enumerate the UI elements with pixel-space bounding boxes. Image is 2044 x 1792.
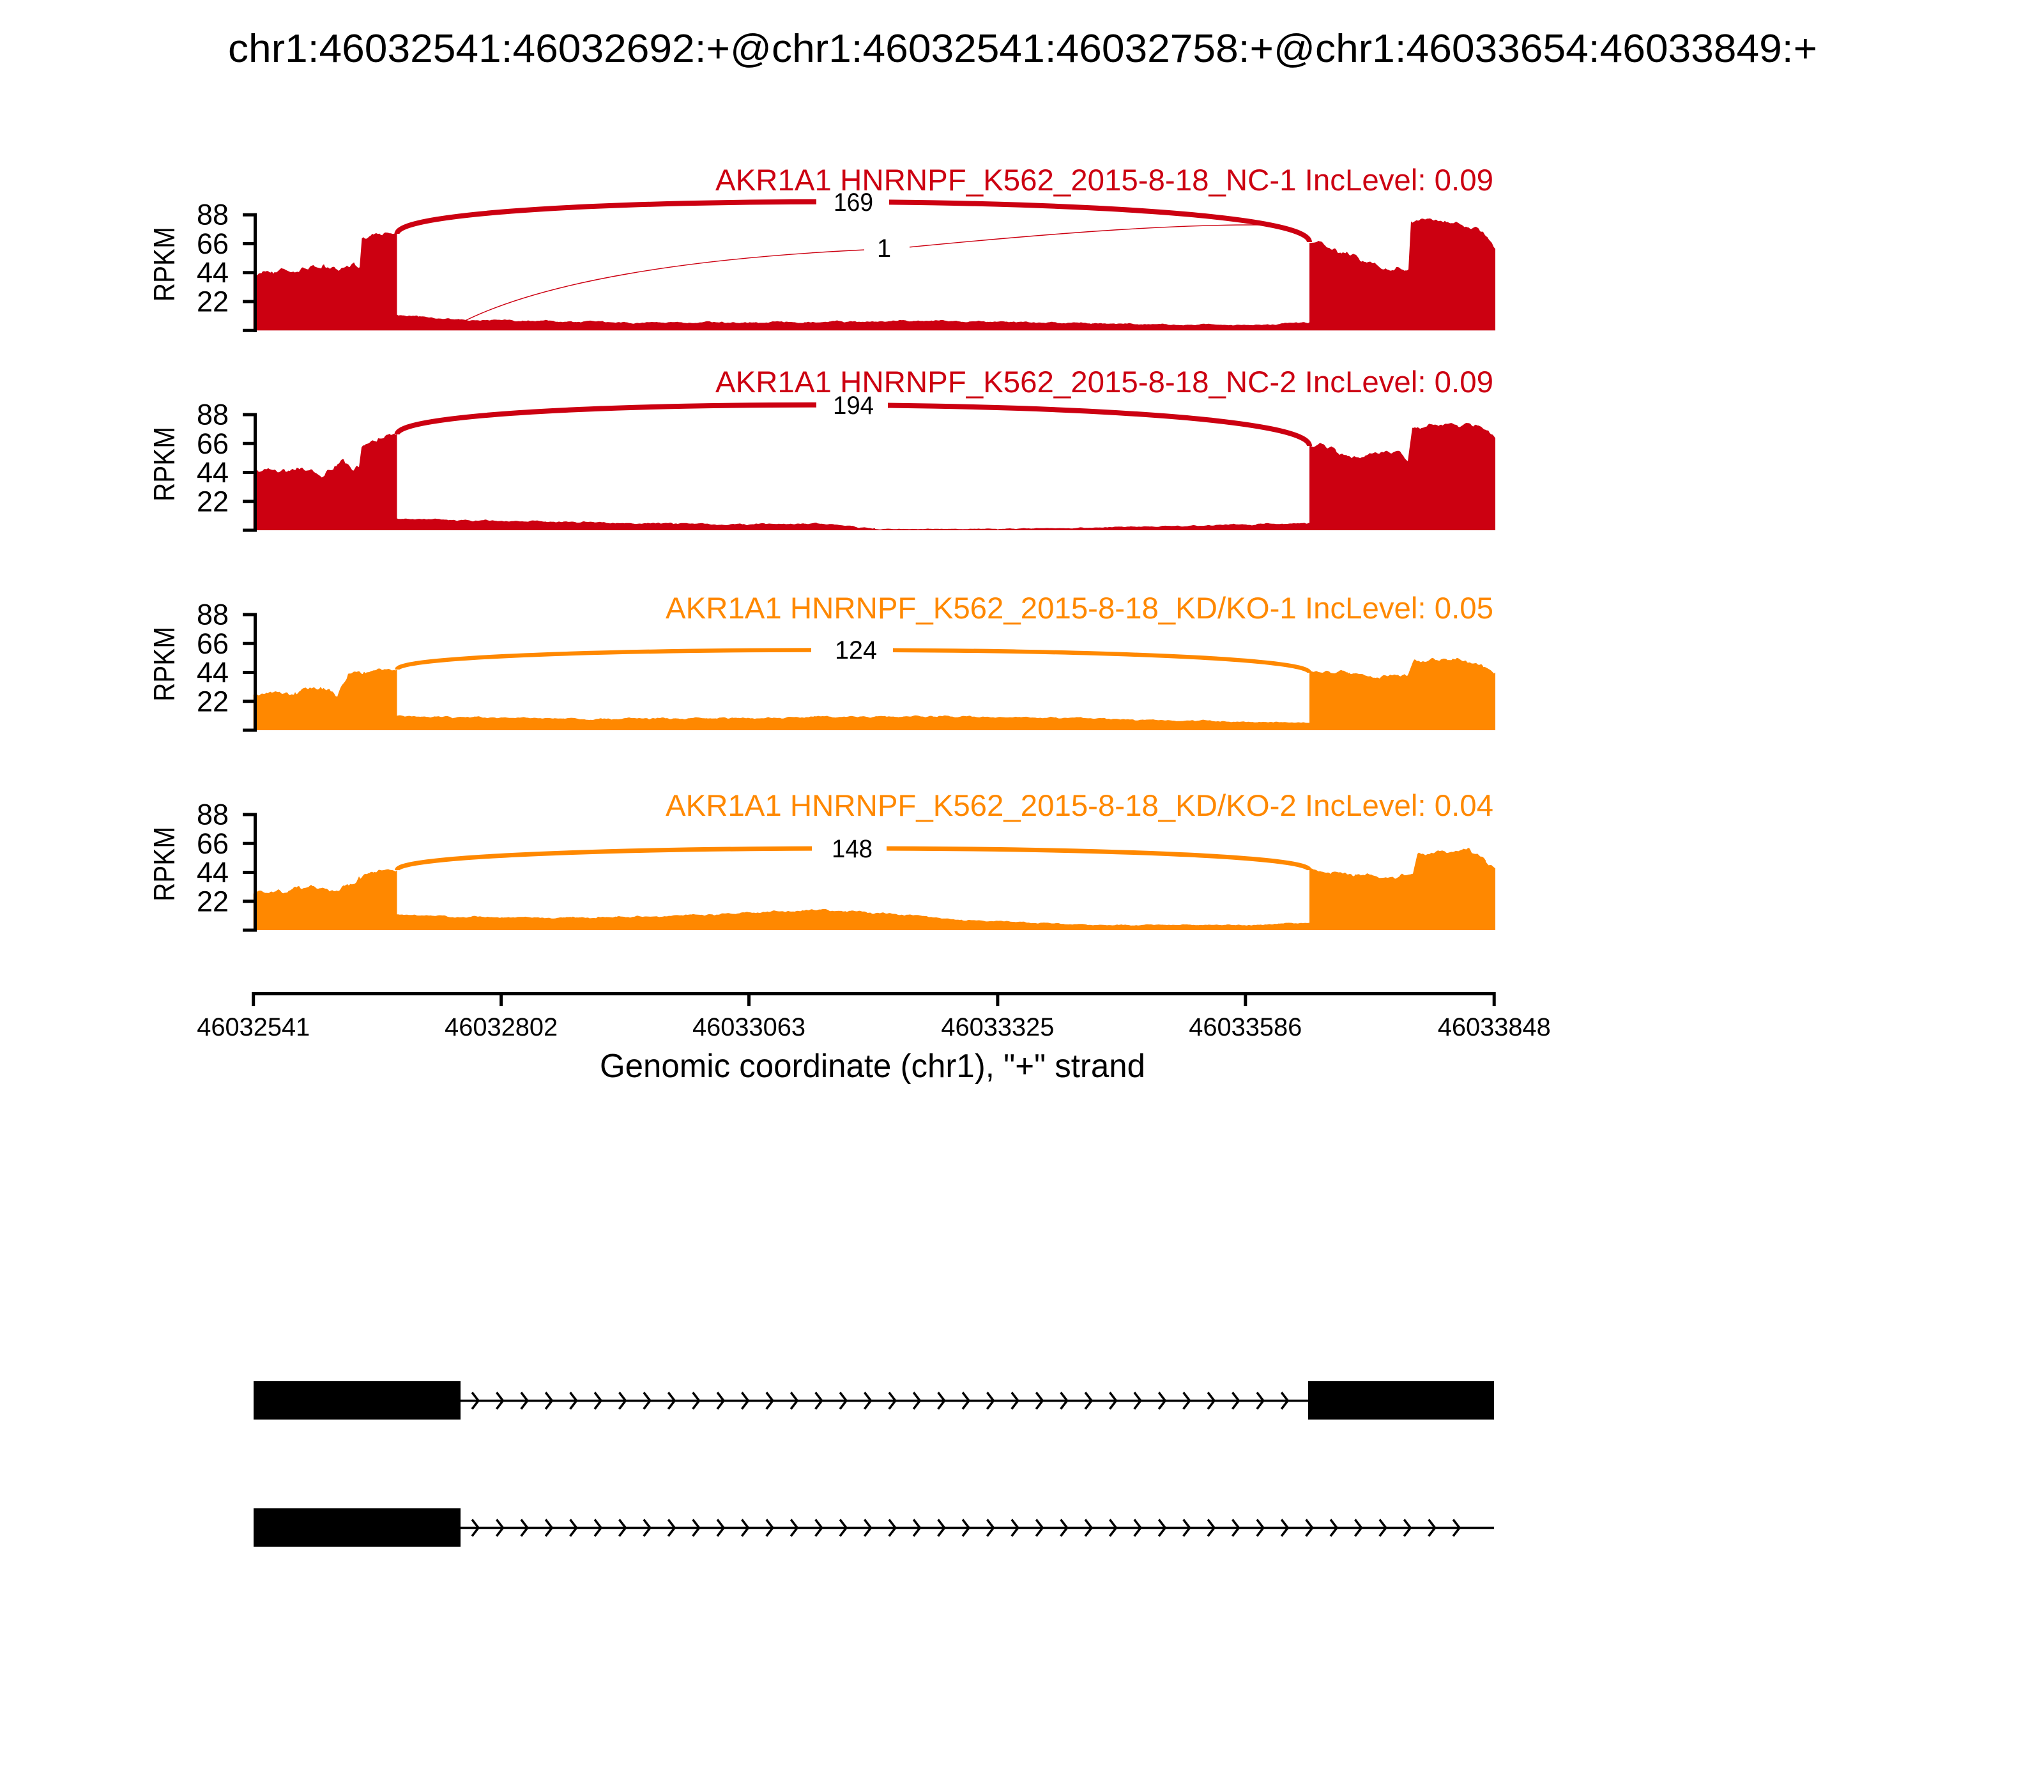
svg-text:46033325: 46033325 [941,1013,1054,1041]
svg-text:148: 148 [832,835,873,863]
svg-text:194: 194 [833,392,874,420]
svg-text:RPKM: RPKM [148,227,181,302]
svg-text:22: 22 [197,685,229,717]
svg-text:46033586: 46033586 [1189,1013,1302,1041]
svg-text:RPKM: RPKM [148,827,181,901]
svg-text:AKR1A1 HNRNPF_K562_2015-8-18_N: AKR1A1 HNRNPF_K562_2015-8-18_NC-2 IncLev… [715,365,1493,399]
svg-text:88: 88 [197,799,229,831]
svg-text:88: 88 [197,399,229,431]
svg-text:44: 44 [197,856,229,889]
svg-text:22: 22 [197,285,229,318]
svg-text:44: 44 [197,656,229,689]
svg-text:124: 124 [835,636,877,664]
svg-text:169: 169 [834,188,873,217]
svg-text:88: 88 [197,199,229,231]
svg-text:66: 66 [197,427,229,460]
svg-text:66: 66 [197,227,229,260]
svg-text:44: 44 [197,256,229,289]
svg-text:1: 1 [877,234,891,263]
svg-text:46033848: 46033848 [1438,1013,1551,1041]
svg-text:22: 22 [197,885,229,917]
svg-text:RPKM: RPKM [148,427,181,502]
svg-text:AKR1A1 HNRNPF_K562_2015-8-18_K: AKR1A1 HNRNPF_K562_2015-8-18_KD/KO-2 Inc… [666,789,1493,823]
svg-text:46033063: 46033063 [692,1013,805,1041]
svg-text:chr1:46032541:46032692:+@chr1:: chr1:46032541:46032692:+@chr1:46032541:4… [228,27,1817,71]
svg-text:46032541: 46032541 [197,1013,310,1041]
svg-text:88: 88 [197,599,229,631]
svg-text:AKR1A1 HNRNPF_K562_2015-8-18_K: AKR1A1 HNRNPF_K562_2015-8-18_KD/KO-1 Inc… [666,592,1493,625]
svg-text:RPKM: RPKM [148,627,181,701]
svg-text:22: 22 [197,485,229,517]
svg-text:46032802: 46032802 [445,1013,558,1041]
svg-text:44: 44 [197,456,229,489]
svg-text:Genomic coordinate (chr1), "+": Genomic coordinate (chr1), "+" strand [600,1048,1145,1085]
svg-text:66: 66 [197,627,229,660]
svg-text:66: 66 [197,827,229,860]
svg-text:AKR1A1 HNRNPF_K562_2015-8-18_N: AKR1A1 HNRNPF_K562_2015-8-18_NC-1 IncLev… [715,164,1493,197]
